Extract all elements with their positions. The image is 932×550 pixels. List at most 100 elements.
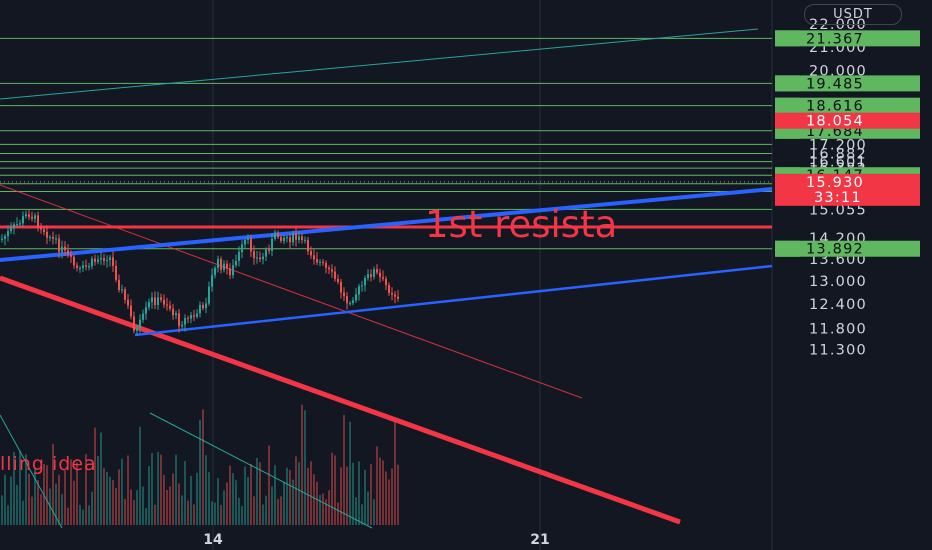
candle-body: [334, 271, 336, 279]
volume-bar: [34, 469, 36, 525]
level-badge-left: [775, 97, 800, 114]
volume-bar: [370, 464, 372, 525]
candle-body: [145, 307, 147, 314]
volume-bar: [340, 467, 342, 525]
candle-body: [349, 303, 351, 305]
candle-body: [292, 233, 294, 243]
candle-body: [163, 299, 165, 305]
volume-bar: [40, 494, 42, 525]
candle-body: [367, 274, 369, 279]
candle-body: [64, 246, 66, 251]
candle-body: [19, 223, 21, 225]
volume-bar: [193, 504, 195, 525]
countdown-label: 33:11: [814, 190, 862, 206]
candle-body: [394, 294, 396, 297]
candle-body: [91, 258, 93, 267]
volume-bar: [10, 476, 12, 525]
volume-bar: [289, 470, 291, 525]
volume-bar: [310, 461, 312, 525]
volume-bar: [106, 471, 108, 525]
level-badge-left: [775, 30, 800, 47]
level-badge-left: [775, 75, 800, 92]
volume-bar: [190, 475, 192, 525]
candle-body: [97, 259, 99, 262]
candle-body: [358, 286, 360, 295]
candle-body: [376, 269, 378, 273]
candle-body: [385, 278, 387, 286]
candle-body: [184, 318, 186, 325]
volume-bar: [238, 497, 240, 525]
candle-body: [295, 233, 297, 240]
volume-bar: [343, 414, 345, 525]
resistance-badge: [775, 112, 920, 129]
volume-bar: [226, 482, 228, 525]
volume-bar: [127, 455, 129, 525]
volume-bar: [142, 486, 144, 525]
candle-body: [136, 328, 138, 331]
volume-bar: [280, 496, 282, 525]
volume-bar: [145, 508, 147, 525]
resistance-badge-label: 18.054: [806, 114, 864, 130]
candle-body: [223, 263, 225, 270]
time-axis[interactable]: 14 21: [203, 532, 549, 548]
candle-body: [55, 238, 57, 240]
candle-body: [181, 324, 183, 327]
currency-badge[interactable]: USDT: [804, 4, 902, 25]
volume-bar: [250, 464, 252, 525]
candle-body: [142, 313, 144, 320]
volume-bar: [64, 470, 66, 525]
candle-body: [196, 313, 198, 317]
volume-bar: [55, 483, 57, 525]
volume-bar: [349, 421, 351, 525]
candle-body: [214, 267, 216, 276]
candle-body: [166, 304, 168, 306]
volume-bar: [217, 478, 219, 525]
candle-body: [61, 246, 63, 252]
volume-bar: [241, 505, 243, 525]
candle-body: [118, 279, 120, 290]
candle-body: [193, 315, 195, 317]
level-badge-label: 13.892: [806, 242, 864, 258]
volume-bar: [373, 499, 375, 525]
volume-bar: [220, 505, 222, 525]
volume-bar: [361, 504, 363, 525]
volume-bar: [151, 453, 153, 525]
volume-bar: [124, 498, 126, 525]
volume-bars: [1, 404, 399, 525]
volume-bar: [109, 476, 111, 525]
candle-body: [190, 315, 192, 319]
volume-bar: [79, 504, 81, 525]
candle-body: [16, 224, 18, 226]
candle-body: [73, 256, 75, 266]
candle-body: [1, 238, 3, 240]
candle-body: [160, 297, 162, 300]
time-tick-label: 21: [530, 532, 549, 548]
candle-body: [277, 232, 279, 237]
volume-bar: [379, 457, 381, 525]
candle-body: [316, 259, 318, 263]
channel-lower-line: [134, 264, 773, 337]
volume-bar: [181, 495, 183, 525]
candle-body: [244, 239, 246, 245]
volume-bar: [19, 450, 21, 525]
price-axis[interactable]: 22.00021.00020.00017.20016.88216.60116.3…: [773, 0, 932, 550]
volume-bar: [358, 461, 360, 525]
volume-bar: [121, 458, 123, 525]
price-tick-label: 22.000: [809, 17, 867, 33]
volume-bar: [160, 454, 162, 525]
level-badge: [775, 240, 920, 257]
volume-bar: [187, 500, 189, 525]
candle-body: [247, 238, 249, 240]
candle-body: [217, 258, 219, 268]
candle-body: [127, 299, 129, 306]
candle-body: [268, 249, 270, 251]
volume-bar: [169, 486, 171, 525]
volume-bar: [208, 472, 210, 525]
volume-bar: [100, 432, 102, 525]
level-badge-left: [775, 240, 800, 257]
volume-bar: [25, 454, 27, 525]
price-tick-label: 17.200: [809, 137, 867, 153]
volume-bar: [61, 494, 63, 525]
candle-body: [370, 274, 372, 277]
